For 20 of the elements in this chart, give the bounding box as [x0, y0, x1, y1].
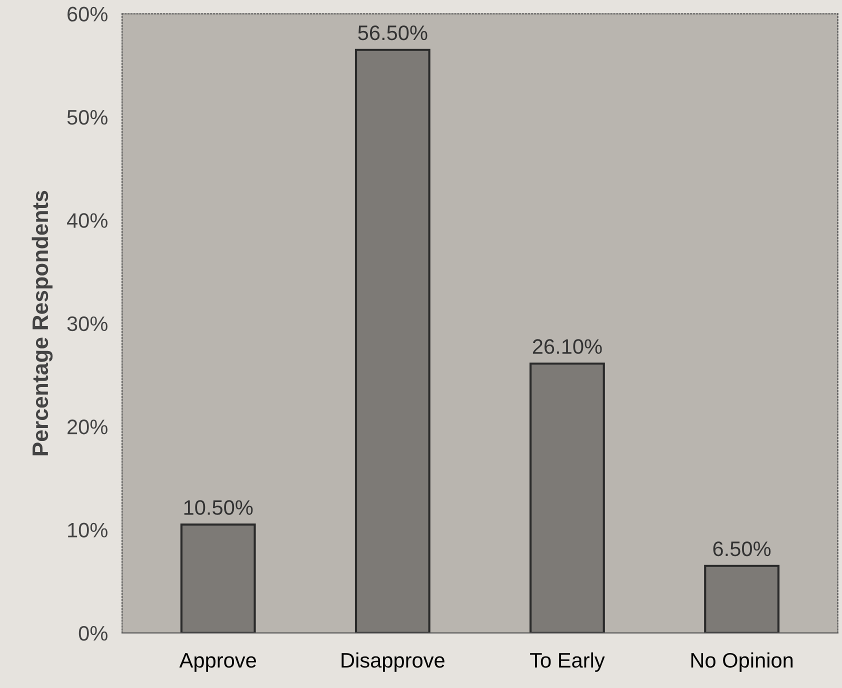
data-label: 10.50%: [184, 500, 253, 515]
y-tick-label: 60%: [68, 6, 108, 22]
y-tick-label: 0%: [78, 626, 108, 641]
bar: [704, 564, 780, 633]
x-tick-label: To Early: [530, 652, 605, 672]
x-tick-label: No Opinion: [691, 652, 793, 672]
bar: [180, 524, 256, 633]
data-label: 56.50%: [358, 25, 428, 40]
y-tick-label: 30%: [67, 316, 108, 332]
bar: [354, 48, 430, 633]
data-label: 26.10%: [532, 339, 602, 354]
data-label: 6.50%: [713, 541, 771, 556]
y-tick-label: 50%: [67, 110, 108, 125]
bar: [530, 362, 605, 633]
x-tick-label: Approve: [179, 653, 256, 672]
y-tick-label: 10%: [68, 522, 108, 538]
y-tick-label: 20%: [68, 420, 108, 434]
y-axis-title: Percentage Respondents: [32, 190, 53, 456]
x-tick-label: Disapprove: [342, 652, 444, 672]
y-tick-label: 40%: [66, 213, 108, 228]
